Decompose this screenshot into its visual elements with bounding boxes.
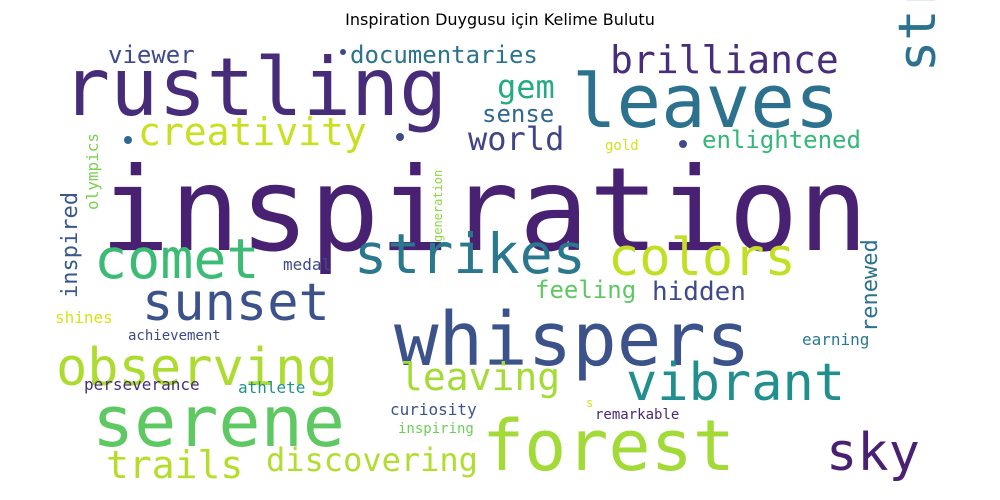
dot-mark [396,133,404,141]
word-generation: generation [431,170,445,242]
word-gold: gold [605,138,639,154]
word-leaving: leaving [400,355,560,399]
word-athlete: athlete [238,378,305,397]
word-documentaries: documentaries [350,41,538,69]
word-curiosity: curiosity [390,400,477,419]
word-s: s [586,396,593,410]
word-whispers: whispers [394,297,750,383]
word-gem: gem [497,68,555,106]
word-sky: sky [826,423,920,483]
word-inspired: inspired [58,192,83,298]
word-comet: comet [94,227,260,291]
word-strikes: strikes [354,222,586,286]
word-serene: serene [92,381,345,463]
word-discovering: discovering [266,441,478,479]
word-inspiration: inspiration [100,143,868,278]
word-creativity: creativity [138,110,367,154]
word-remarkable: remarkable [595,407,679,423]
word-observing: observing [56,338,338,398]
word-vibrant: vibrant [626,353,845,413]
chart-title: Inspiration Duygusu için Kelime Bulutu [345,10,655,29]
word-leaves: leaves [572,59,839,145]
word-world: world [468,120,564,158]
word-viewer: viewer [108,41,195,69]
word-brilliance: brilliance [610,38,839,82]
dot-mark [340,49,346,55]
word-hidden: hidden [652,277,746,307]
word-colors: colors [608,228,796,288]
word-earning: earning [802,330,869,349]
word-inspiring: inspiring [398,421,474,437]
word-trails: trails [106,443,243,487]
word-streaking: streaking [888,0,948,72]
dot-mark [124,136,132,144]
word-shines: shines [55,308,113,327]
word-olympics: olympics [83,133,102,210]
dot-mark [679,140,687,148]
word-perseverance: perseverance [84,375,200,394]
word-medal: medal [283,255,331,274]
word-sense: sense [482,100,554,128]
word-renewed: renewed [858,239,883,332]
word-feeling: feeling [535,276,636,304]
word-achievement: achievement [128,328,221,344]
word-forest: forest [482,405,735,487]
word-enlightened: enlightened [702,126,861,154]
word-sunset: sunset [142,273,330,333]
word-rustling: rustling [62,41,447,134]
